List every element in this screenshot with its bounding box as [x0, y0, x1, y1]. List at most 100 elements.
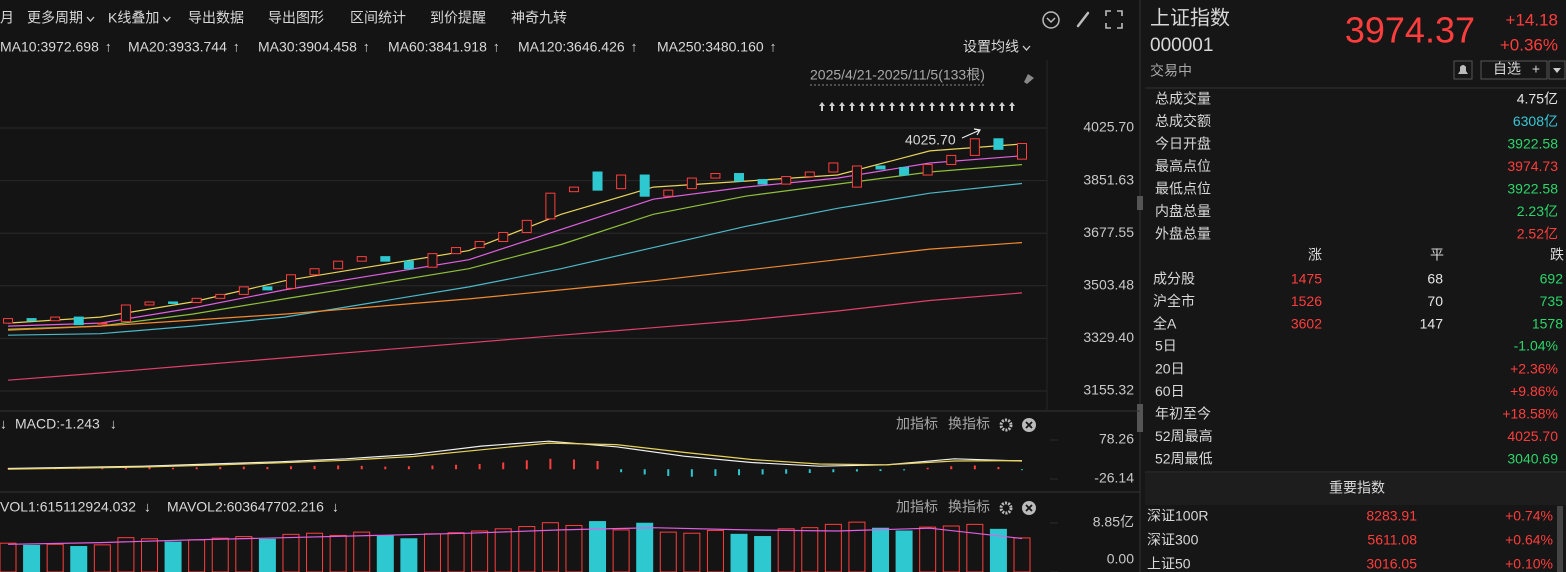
return-value: 3040.69 [1507, 451, 1558, 467]
candle [568, 186, 579, 193]
icon-pin [1024, 74, 1034, 84]
toolbar-item[interactable]: 区间统计 [350, 10, 406, 26]
candle [97, 322, 108, 325]
indicator-button[interactable]: 换指标 [948, 499, 990, 515]
candle [639, 174, 650, 197]
settings-button[interactable] [999, 501, 1013, 515]
signal-arrow [889, 102, 895, 111]
ma-line [7, 182, 1023, 336]
volume-bar [518, 526, 536, 572]
stat-label: 外盘总量 [1155, 226, 1211, 242]
index-name[interactable]: 上证50 [1147, 556, 1191, 572]
toolbar-item[interactable]: 更多周期 [27, 10, 83, 26]
return-value: +9.86% [1510, 383, 1558, 399]
index-name[interactable]: 深证300 [1147, 532, 1199, 548]
vol-arrow: ↓ [332, 499, 339, 515]
volume-bar [494, 528, 512, 572]
candle [993, 138, 1004, 150]
signal-arrow [839, 102, 845, 111]
volume-bar [801, 527, 819, 572]
volume-bar [423, 533, 441, 572]
alert-button[interactable] [1453, 60, 1473, 80]
ma-trend-arrow: ↑ [770, 39, 777, 55]
quote-change: +14.18 [1506, 10, 1558, 29]
signal-arrow [959, 102, 965, 111]
toolbar-item[interactable]: 月 [0, 10, 14, 26]
indices-header-bg [1145, 473, 1566, 505]
return-label: 年初至今 [1155, 406, 1211, 422]
icon-chevron [1046, 17, 1056, 24]
annotation-arrow [961, 128, 981, 139]
toolbar-item[interactable]: 到价提醒 [430, 10, 486, 26]
icon-corner [1105, 10, 1111, 16]
candle [120, 304, 131, 323]
volume-bar [282, 533, 300, 572]
watch-dropdown[interactable] [1548, 60, 1566, 80]
ma-settings[interactable]: 设置均线 [963, 39, 1019, 55]
ma-trend-arrow: ↑ [105, 39, 112, 55]
icon-brush [1076, 11, 1090, 28]
stat-value: 3922.58 [1507, 136, 1558, 152]
return-value: 4025.70 [1507, 428, 1558, 444]
ma-legend: MA250:3480.160 [657, 39, 764, 55]
watch-button[interactable]: 自选 + [1480, 60, 1548, 80]
index-name[interactable]: 深证100R [1147, 508, 1208, 524]
stat-value: 6308亿 [1513, 113, 1558, 129]
toolbar-item[interactable]: K线叠加 [108, 10, 159, 26]
indicator-button[interactable]: 加指标 [896, 499, 938, 515]
stat-label: 总成交额 [1155, 113, 1211, 129]
candle [144, 301, 155, 306]
index-value: 8283.91 [1366, 508, 1417, 524]
return-value: +18.58% [1502, 406, 1558, 422]
close-icon [1025, 421, 1033, 429]
high-annotation: 4025.70 [905, 132, 956, 148]
draw-button[interactable] [1076, 11, 1090, 28]
splitter-handle[interactable] [1137, 404, 1143, 432]
return-label: 52周最高 [1155, 428, 1213, 444]
ma-legend: MA60:3841.918 [388, 39, 487, 55]
candle [616, 174, 627, 190]
fullscreen-button[interactable] [1105, 10, 1123, 29]
ma-legend: MA20:3933.744 [128, 39, 227, 55]
stat-value: 3922.58 [1507, 181, 1558, 197]
dropdown-chevron [1022, 45, 1031, 51]
toolbar-item[interactable]: 神奇九转 [511, 10, 567, 26]
scrollbar[interactable] [1557, 506, 1563, 572]
return-label: 20日 [1155, 360, 1185, 376]
toolbar-item[interactable]: 导出数据 [188, 10, 244, 26]
index-value: 5611.08 [1367, 532, 1417, 548]
volume-bar [258, 538, 276, 572]
indicator-button[interactable]: 换指标 [948, 416, 990, 432]
volume-bar [400, 538, 418, 572]
settings-button[interactable] [999, 418, 1013, 432]
button-frame [1548, 60, 1566, 80]
volume-bar [872, 527, 890, 572]
y-tick-label: 0.00 [1107, 551, 1134, 567]
indicator-button[interactable]: 加指标 [896, 416, 938, 432]
y-tick-label: 3851.63 [1083, 171, 1134, 187]
splitter-handle[interactable] [1137, 196, 1143, 210]
ma-legend: MA10:3972.698 [0, 39, 99, 55]
quote-status: 交易中 [1150, 63, 1192, 79]
vol-ma-line [7, 527, 1023, 545]
pin-icon[interactable] [1024, 74, 1034, 84]
volume-bar [730, 533, 748, 572]
signal-arrow [949, 102, 955, 111]
volume-bar [471, 530, 489, 572]
y-tick-label: 3329.40 [1083, 329, 1134, 345]
volume-bar [683, 532, 701, 572]
toolbar-item[interactable]: 导出图形 [268, 10, 324, 26]
y-tick-label: 8.85亿 [1093, 514, 1134, 530]
breadth-header: 涨 [1308, 247, 1322, 263]
candle [946, 154, 957, 165]
ma-trend-arrow: ↑ [493, 39, 500, 55]
stat-value: 4.75亿 [1517, 91, 1558, 107]
candle [262, 286, 273, 291]
collapse-button[interactable] [1042, 11, 1060, 29]
signal-arrow [819, 102, 825, 111]
candle [3, 318, 13, 324]
volume-bar [447, 532, 465, 572]
volume-bar [70, 546, 88, 572]
breadth-value: 70 [1427, 293, 1443, 309]
